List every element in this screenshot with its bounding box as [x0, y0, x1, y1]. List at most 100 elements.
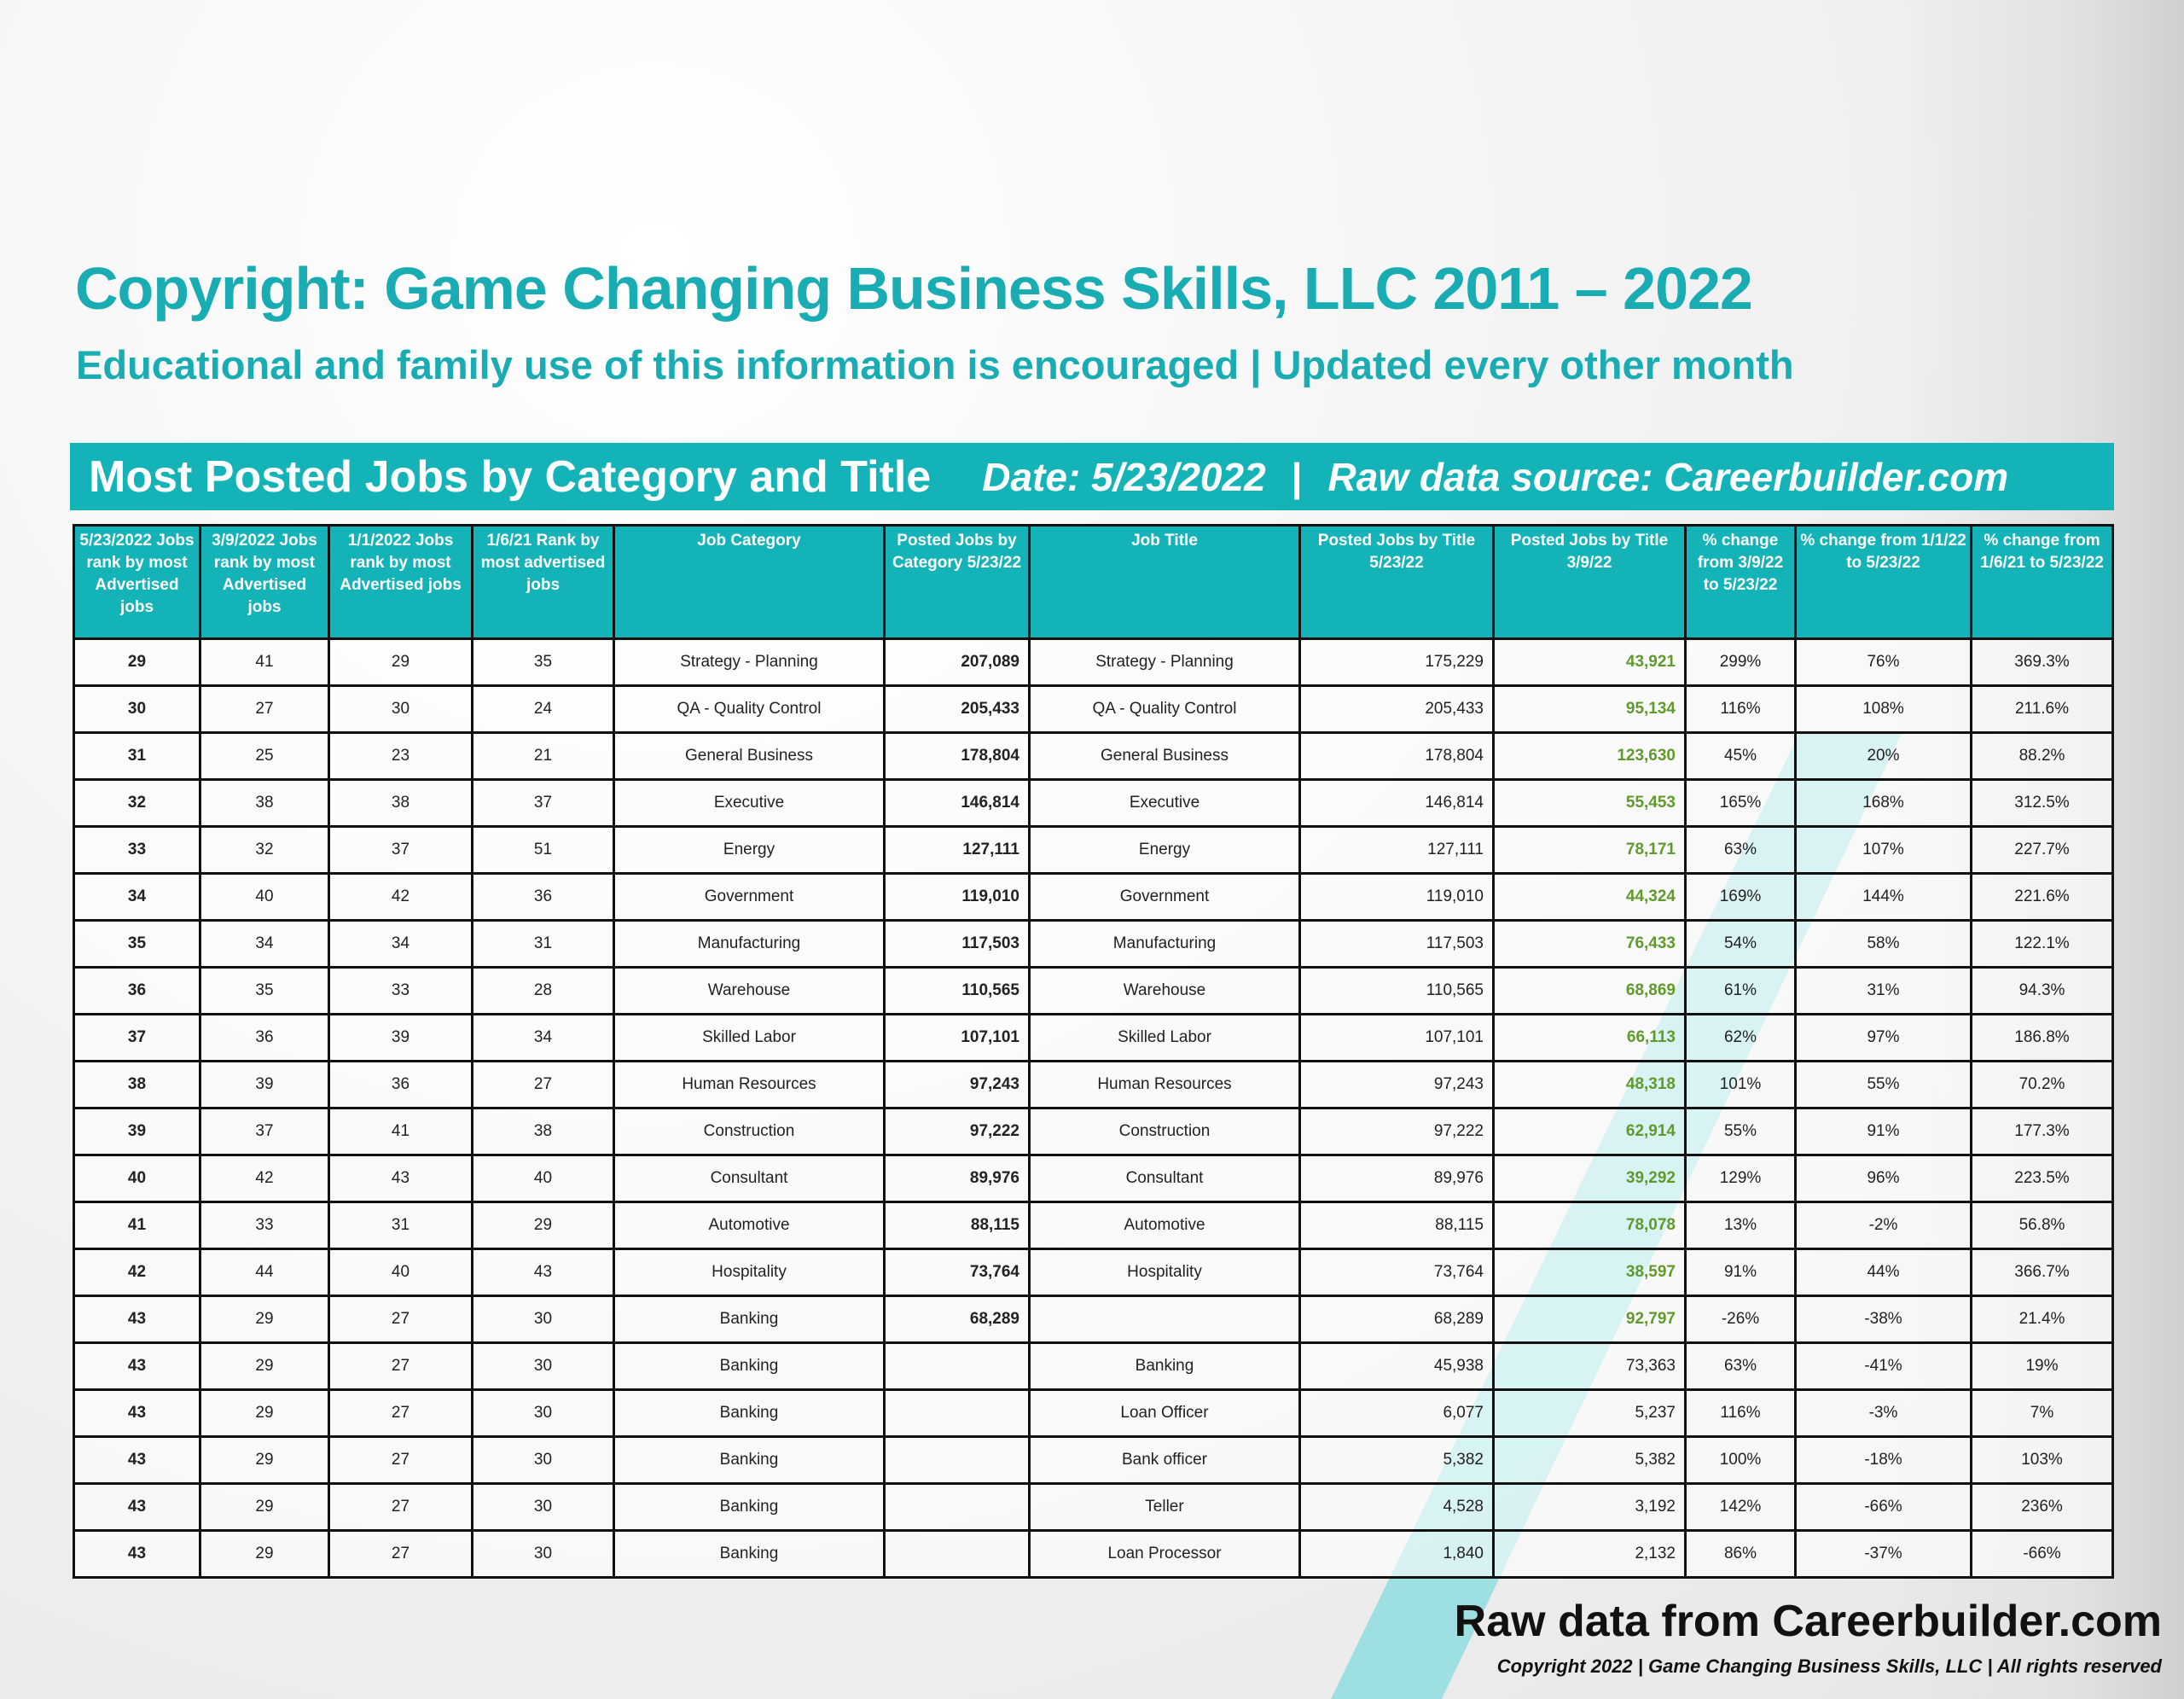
- table-cell: 39: [73, 1107, 201, 1156]
- table-cell: QA - Quality Control: [613, 684, 886, 734]
- table-cell: 221.6%: [1970, 872, 2114, 922]
- table-cell: 122.1%: [1970, 919, 2114, 969]
- title: Copyright: Game Changing Business Skills…: [75, 255, 1753, 322]
- table-cell: 43: [471, 1248, 615, 1297]
- table-cell: 43: [73, 1529, 201, 1579]
- table-cell: 5,237: [1492, 1388, 1687, 1438]
- table-cell: 142%: [1684, 1482, 1797, 1532]
- footer-copyright: Copyright 2022 | Game Changing Business …: [1496, 1655, 2162, 1677]
- table-cell: Banking: [1028, 1341, 1301, 1391]
- table-cell: 38: [73, 1060, 201, 1109]
- table-cell: 43: [73, 1435, 201, 1485]
- banner-date: Date: 5/23/2022: [982, 454, 1266, 499]
- table-cell: 7%: [1970, 1388, 2114, 1438]
- table-cell: 91%: [1684, 1248, 1797, 1297]
- table-cell: 42: [199, 1154, 330, 1203]
- table-cell: 62%: [1684, 1013, 1797, 1062]
- table-cell: 312.5%: [1970, 778, 2114, 828]
- table-cell: 27: [471, 1060, 615, 1109]
- table-row: 43 29 27 30 Banking 68,289 68,289 92,797 -26% -38…: [73, 1295, 2114, 1344]
- table-cell: 207,089: [883, 637, 1031, 687]
- table-cell: 30: [471, 1388, 615, 1438]
- table-cell: 29: [199, 1341, 330, 1391]
- table-cell: 38: [328, 778, 473, 828]
- table-cell: [883, 1529, 1031, 1579]
- table-cell: 165%: [1684, 778, 1797, 828]
- table-cell: Banking: [613, 1529, 886, 1579]
- table-cell: 107%: [1794, 825, 1972, 875]
- table-cell: Skilled Labor: [1028, 1013, 1301, 1062]
- table-cell: Construction: [613, 1107, 886, 1156]
- table-cell: 58%: [1794, 919, 1972, 969]
- table-cell: -2%: [1794, 1201, 1972, 1250]
- table-cell: Executive: [613, 778, 886, 828]
- table-cell: 68,869: [1492, 966, 1687, 1015]
- table-cell: 108%: [1794, 684, 1972, 734]
- table-cell: 117,503: [883, 919, 1031, 969]
- table-cell: -3%: [1794, 1388, 1972, 1438]
- table-cell: General Business: [613, 731, 886, 781]
- table-cell: 92,797: [1492, 1295, 1687, 1344]
- table-cell: Government: [1028, 872, 1301, 922]
- table-cell: 119,010: [883, 872, 1031, 922]
- table-cell: 97,243: [1298, 1060, 1495, 1109]
- table-cell: 146,814: [1298, 778, 1495, 828]
- table-cell: 29: [199, 1529, 330, 1579]
- table-cell: 78,171: [1492, 825, 1687, 875]
- table-cell: 66,113: [1492, 1013, 1687, 1062]
- table-cell: 88,115: [1298, 1201, 1495, 1250]
- table-cell: 44,324: [1492, 872, 1687, 922]
- table-cell: -41%: [1794, 1341, 1972, 1391]
- table-cell: 61%: [1684, 966, 1797, 1015]
- table-cell: 30: [328, 684, 473, 734]
- table-cell: 205,433: [1298, 684, 1495, 734]
- table-cell: [883, 1482, 1031, 1532]
- table-cell: Human Resources: [613, 1060, 886, 1109]
- table-cell: 177.3%: [1970, 1107, 2114, 1156]
- table-cell: 70.2%: [1970, 1060, 2114, 1109]
- banner-separator: |: [1291, 454, 1303, 499]
- subtitle: Educational and family use of this infor…: [76, 342, 1794, 387]
- table-cell: 28: [471, 966, 615, 1015]
- table-cell: 37: [471, 778, 615, 828]
- header-row: 5/23/2022 Jobs rank by most Advertised j…: [73, 524, 2114, 640]
- table-cell: 76%: [1794, 637, 1972, 687]
- jobs-table: 5/23/2022 Jobs rank by most Advertised j…: [73, 524, 2114, 1579]
- table-row: 42 44 40 43 Hospitality 73,764 Hospitality 73,7…: [73, 1248, 2114, 1297]
- table-cell: Skilled Labor: [613, 1013, 886, 1062]
- table-cell: 39,292: [1492, 1154, 1687, 1203]
- table-cell: 27: [199, 684, 330, 734]
- table-cell: [883, 1435, 1031, 1485]
- table-cell: Banking: [613, 1388, 886, 1438]
- column-header: 3/9/2022 Jobs rank by most Advertised jo…: [199, 524, 330, 640]
- table-cell: Manufacturing: [1028, 919, 1301, 969]
- column-header: Posted Jobs by Title 5/23/22: [1298, 524, 1495, 640]
- table-cell: 24: [471, 684, 615, 734]
- table-cell: 43: [328, 1154, 473, 1203]
- column-header: % change from 3/9/22 to 5/23/22: [1684, 524, 1797, 640]
- table-cell: [883, 1388, 1031, 1438]
- table-cell: 13%: [1684, 1201, 1797, 1250]
- table-cell: [1028, 1295, 1301, 1344]
- table-cell: 1,840: [1298, 1529, 1495, 1579]
- column-header: Posted Jobs by Title 3/9/22: [1492, 524, 1687, 640]
- table-cell: 119,010: [1298, 872, 1495, 922]
- table-cell: 223.5%: [1970, 1154, 2114, 1203]
- table-row: 31 25 23 21 General Business 178,804 General B…: [73, 731, 2114, 781]
- table-cell: 299%: [1684, 637, 1797, 687]
- table-cell: 110,565: [883, 966, 1031, 1015]
- table-cell: Warehouse: [613, 966, 886, 1015]
- column-header: Job Category: [613, 524, 886, 640]
- table-cell: Government: [613, 872, 886, 922]
- table-cell: 89,976: [1298, 1154, 1495, 1203]
- table-cell: 117,503: [1298, 919, 1495, 969]
- table-cell: 73,764: [1298, 1248, 1495, 1297]
- table-cell: 31: [471, 919, 615, 969]
- table-cell: 54%: [1684, 919, 1797, 969]
- column-header: 1/6/21 Rank by most advertised jobs: [471, 524, 615, 640]
- table-cell: 42: [328, 872, 473, 922]
- table-cell: 127,111: [1298, 825, 1495, 875]
- column-header: 5/23/2022 Jobs rank by most Advertised j…: [73, 524, 201, 640]
- table-cell: Warehouse: [1028, 966, 1301, 1015]
